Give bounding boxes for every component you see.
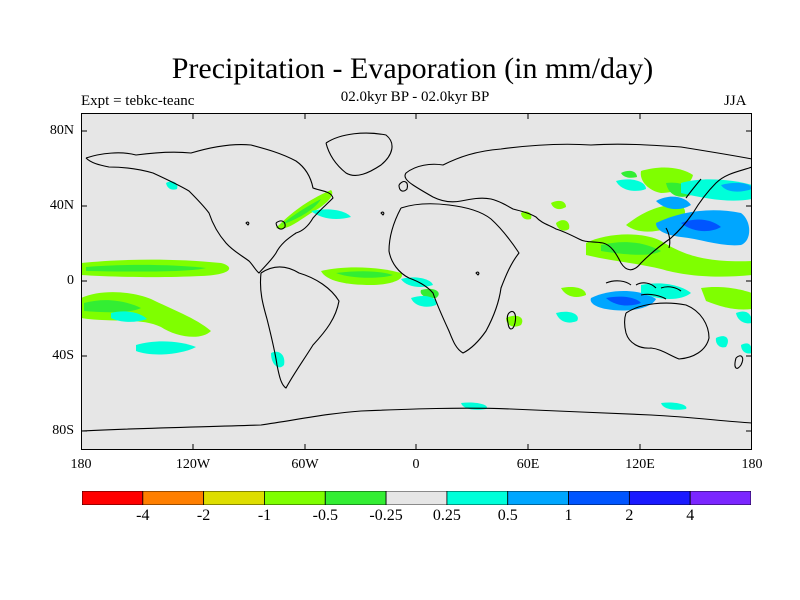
x-tick-label: 60W bbox=[291, 457, 319, 472]
x-tick-label: 60E bbox=[516, 457, 540, 472]
colorbar-swatch bbox=[628, 491, 691, 505]
coastlines bbox=[81, 132, 752, 432]
y-tick-label: 0 bbox=[67, 273, 74, 288]
colorbar-label: 4 bbox=[686, 507, 695, 524]
colorbar-label: -1 bbox=[257, 507, 272, 524]
colorbar-label: 1 bbox=[564, 507, 573, 524]
colorbar-label: 0.5 bbox=[497, 507, 518, 524]
anomaly-east-pacific-band bbox=[81, 259, 230, 278]
colorbar-swatch bbox=[324, 491, 387, 505]
anomaly-se-pacific bbox=[81, 292, 211, 355]
y-tick-label: 80N bbox=[49, 123, 74, 138]
colorbar-swatch bbox=[385, 491, 448, 505]
colorbar-label: 2 bbox=[625, 507, 634, 524]
colorbar-label: -0.25 bbox=[369, 507, 403, 524]
x-tick-label: 180 bbox=[741, 457, 763, 472]
chart-title: Precipitation - Evaporation (in mm/day) bbox=[171, 52, 654, 85]
colorbar bbox=[82, 491, 751, 505]
colorbar-label: -2 bbox=[196, 507, 211, 524]
axis-ticks bbox=[81, 113, 752, 450]
colorbar-label: 0.25 bbox=[432, 507, 461, 524]
x-tick-label: 120W bbox=[175, 457, 211, 472]
y-tick-label: 80S bbox=[52, 423, 74, 438]
colorbar-label: -4 bbox=[136, 507, 150, 524]
precip-evap-map bbox=[81, 113, 752, 450]
colorbar-swatch bbox=[142, 491, 205, 505]
x-tick-label: 120E bbox=[625, 457, 655, 472]
experiment-label: Expt = tebkc-teanc bbox=[81, 93, 195, 109]
anomaly-atlantic-itcz bbox=[321, 267, 439, 299]
colorbar-swatch bbox=[446, 491, 509, 505]
x-tick-label: 180 bbox=[70, 457, 92, 472]
colorbar-swatch bbox=[82, 491, 144, 505]
anomaly-small-patches bbox=[166, 170, 752, 410]
y-tick-label: 40N bbox=[49, 198, 74, 213]
y-tick-label: 40S bbox=[52, 348, 74, 363]
anomaly-north-atlantic bbox=[276, 190, 351, 229]
colorbar-swatch bbox=[568, 491, 630, 505]
season-label: JJA bbox=[724, 93, 747, 109]
colorbar-swatch bbox=[689, 491, 751, 505]
anomaly-west-pacific-wet bbox=[656, 179, 752, 246]
colorbar-swatch bbox=[264, 491, 326, 505]
chart-subtitle: 02.0kyr BP - 02.0kyr BP bbox=[340, 89, 490, 105]
colorbar-swatch bbox=[507, 491, 569, 505]
x-tick-label: 0 bbox=[412, 457, 420, 472]
colorbar-label: -0.5 bbox=[312, 507, 338, 524]
colorbar-swatch bbox=[203, 491, 265, 505]
